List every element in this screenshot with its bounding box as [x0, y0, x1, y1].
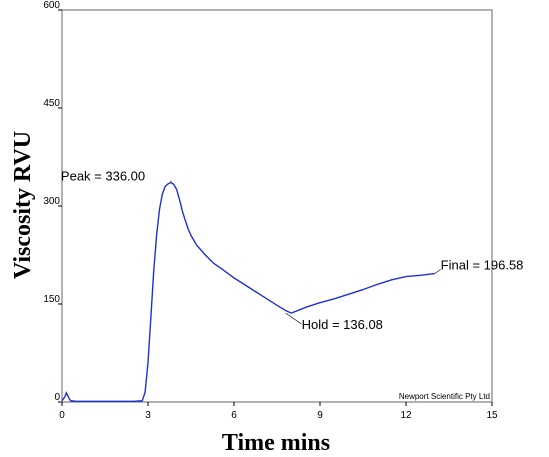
annotation-leader: [285, 312, 302, 325]
y-tick-label: 600: [43, 0, 60, 11]
annotations: Peak = 336.00 Hold = 136.08 Final = 196.58: [61, 168, 523, 332]
x-axis-ticks: 0 3 6 9 12 15: [59, 402, 498, 421]
annotation-leader: [434, 269, 441, 274]
x-tick-label: 6: [231, 410, 237, 421]
y-tick-label: 0: [54, 392, 60, 403]
x-tick-label: 15: [486, 410, 498, 421]
y-tick-label: 300: [43, 196, 60, 207]
viscosity-series-line: [61, 181, 435, 402]
y-tick-label: 150: [43, 294, 60, 305]
annotation-label: Hold = 136.08: [302, 317, 383, 332]
annotation-label: Final = 196.58: [441, 258, 524, 273]
x-tick-label: 12: [400, 410, 412, 421]
y-tick-label: 450: [43, 98, 60, 109]
plot-frame: [61, 9, 493, 403]
y-axis-title: Viscosity RVU: [10, 131, 36, 279]
x-tick-label: 9: [317, 410, 323, 421]
x-tick-label: 3: [145, 410, 151, 421]
annotation-label: Peak = 336.00: [61, 168, 145, 183]
y-axis-ticks: 0 150 300 450 600: [43, 0, 62, 403]
x-axis-title: Time mins: [222, 430, 330, 456]
x-tick-label: 0: [59, 410, 65, 421]
chart-credit: Newport Scientific Pty Ltd: [399, 392, 490, 401]
